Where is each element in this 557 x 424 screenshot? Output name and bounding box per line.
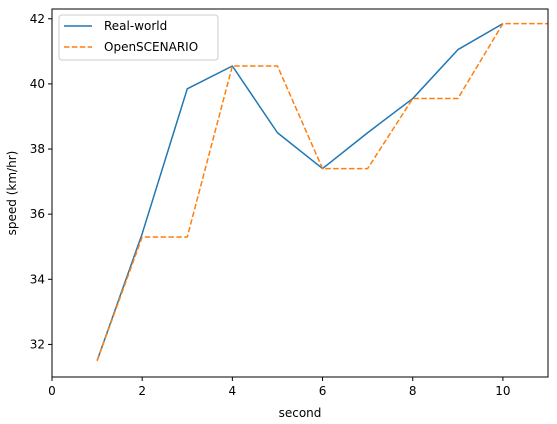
x-tick-label: 2 — [138, 384, 146, 398]
x-tick-label: 8 — [409, 384, 417, 398]
series-line-real-world — [96, 23, 504, 361]
y-axis-label: speed (km/hr) — [5, 151, 19, 236]
y-tick-label: 40 — [30, 77, 45, 91]
x-tick-label: 6 — [319, 384, 327, 398]
x-tick-label: 0 — [48, 384, 56, 398]
plot-frame — [51, 8, 549, 378]
series-layer — [96, 22, 548, 361]
x-tick-label: 4 — [229, 384, 237, 398]
y-tick-label: 34 — [30, 272, 45, 286]
legend: Real-world OpenSCENARIO — [58, 14, 219, 61]
x-axis: 0 2 4 6 8 10 — [48, 377, 511, 398]
y-axis: 32 34 36 38 40 42 — [30, 12, 52, 351]
legend-box — [58, 14, 219, 61]
y-tick-label: 32 — [30, 337, 45, 351]
plot-area — [52, 9, 548, 377]
legend-label: Real-world — [104, 19, 167, 33]
legend-label: OpenSCENARIO — [104, 40, 198, 54]
x-tick-label: 10 — [495, 384, 510, 398]
y-tick-label: 42 — [30, 12, 45, 26]
y-tick-label: 36 — [30, 207, 45, 221]
y-tick-label: 38 — [30, 142, 45, 156]
x-axis-label: second — [279, 406, 322, 420]
series-line-openscenario — [96, 22, 548, 361]
